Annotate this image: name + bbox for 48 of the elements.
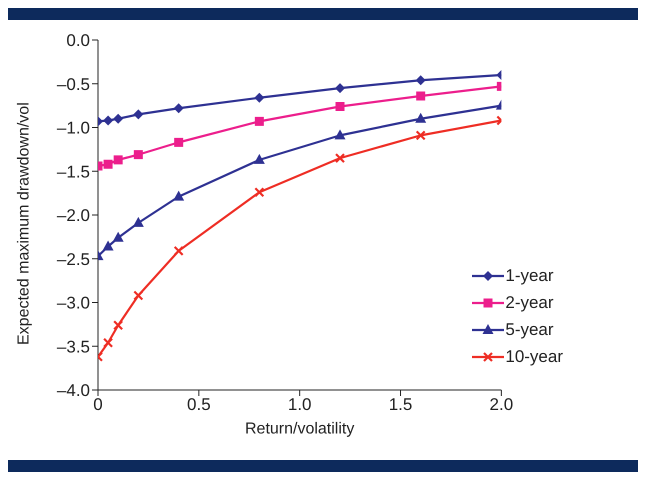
- legend-label: 10-year: [505, 346, 563, 366]
- point: [416, 130, 426, 140]
- point: [132, 216, 144, 227]
- legend-label: 2-year: [505, 292, 554, 312]
- x-tick-label: 0.5: [187, 395, 211, 414]
- x-tick-label: 0: [93, 395, 103, 414]
- x-tick-label: 1.0: [288, 395, 312, 414]
- point: [103, 116, 114, 126]
- point: [102, 338, 114, 348]
- point: [174, 103, 184, 114]
- point: [335, 83, 346, 94]
- point: [102, 240, 114, 250]
- point: [254, 187, 264, 198]
- point: [416, 92, 426, 100]
- point: [254, 92, 264, 103]
- y-tick-label: –1.0: [56, 118, 90, 138]
- point: [334, 129, 346, 140]
- y-tick-label: 0.0: [66, 31, 90, 50]
- point: [113, 114, 124, 124]
- point: [104, 160, 113, 169]
- x-axis-title: Return/volatility: [244, 420, 354, 438]
- point: [112, 232, 124, 242]
- y-tick-label: –3.5: [56, 337, 90, 356]
- y-tick-label: –2.0: [56, 206, 90, 226]
- point: [254, 154, 265, 164]
- point: [134, 150, 143, 160]
- point: [416, 75, 426, 86]
- point: [174, 246, 184, 256]
- legend-label: 5-year: [505, 320, 554, 340]
- point: [415, 112, 426, 123]
- legend-label: 1-year: [505, 266, 554, 286]
- point: [133, 109, 144, 120]
- y-tick-label: –0.5: [56, 74, 90, 94]
- y-tick-label: –2.5: [56, 250, 90, 269]
- point: [254, 116, 264, 126]
- y-axis-title: Expected maximum drawdown/vol: [16, 102, 33, 345]
- point: [173, 190, 184, 201]
- y-tick-label: –3.0: [56, 294, 90, 313]
- point: [114, 155, 123, 164]
- point: [133, 290, 144, 301]
- x-tick-label: 2.0: [490, 395, 514, 414]
- y-tick-label: –4.0: [56, 381, 90, 400]
- y-tick-label: –1.5: [56, 162, 90, 182]
- point: [336, 102, 345, 111]
- point: [174, 138, 184, 147]
- x-tick-label: 1.5: [388, 395, 412, 414]
- point: [113, 320, 124, 330]
- point: [334, 153, 346, 164]
